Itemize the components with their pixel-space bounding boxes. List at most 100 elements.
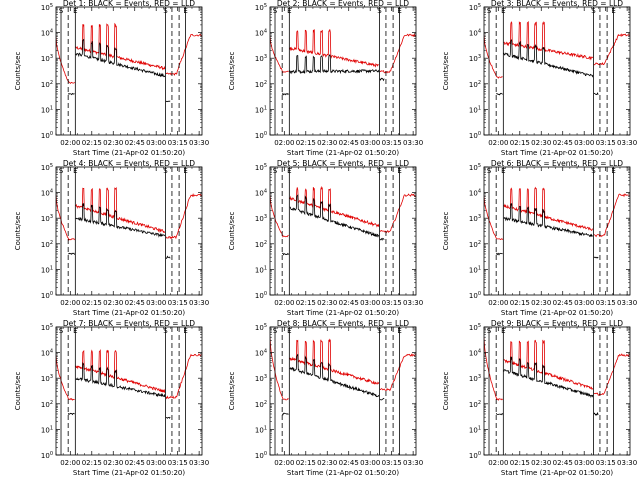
panel-title: Det 4: BLACK = Events, RED = LLD — [63, 159, 195, 168]
y-tick-label: 104 — [41, 29, 53, 38]
time-marker-label: E — [397, 167, 401, 175]
y-tick-label: 102 — [41, 240, 53, 249]
detector-panel: Det 5: BLACK = Events, RED = LLD Counts/s… — [228, 159, 423, 317]
x-tick-label: 02:45 — [339, 459, 359, 467]
y-tick-label: 102 — [41, 400, 53, 409]
y-axis-label: Counts/sec — [228, 212, 236, 251]
y-tick-label: 101 — [469, 105, 481, 114]
y-tick-label: 105 — [41, 163, 53, 172]
x-tick-label: 02:45 — [339, 299, 359, 307]
x-tick-label: 03:00 — [574, 299, 594, 307]
series-lld-line — [484, 186, 630, 241]
y-tick-label: 101 — [469, 265, 481, 274]
x-tick-label: 02:00 — [488, 299, 508, 307]
x-tick-label: 03:30 — [403, 459, 423, 467]
x-tick-label: 03:00 — [360, 459, 380, 467]
x-tick-label: 03:15 — [168, 299, 188, 307]
time-marker-label: E — [501, 167, 505, 175]
x-tick-label: 02:15 — [296, 299, 316, 307]
y-tick-label: 105 — [469, 323, 481, 332]
time-marker-label: E — [611, 327, 615, 335]
axes-frame — [483, 166, 631, 296]
series-events-line — [67, 362, 171, 419]
x-tick-label: 03:15 — [596, 299, 616, 307]
plot-area — [270, 336, 416, 416]
y-tick-label: 100 — [255, 451, 267, 460]
time-marker-label: S — [487, 7, 492, 15]
y-axis-label: Counts/sec — [14, 52, 22, 91]
x-tick-label: 02:30 — [103, 459, 123, 467]
y-tick-label: 102 — [255, 240, 267, 249]
y-tick-label: 105 — [469, 3, 481, 12]
y-tick-label: 101 — [255, 425, 267, 434]
detector-panel: Det 2: BLACK = Events, RED = LLD Counts/s… — [228, 0, 423, 157]
x-tick-label: 02:45 — [125, 299, 145, 307]
y-tick-label: 101 — [469, 425, 481, 434]
axes-frame — [483, 6, 631, 136]
series-events-line — [496, 39, 599, 96]
time-marker-label: S — [273, 327, 278, 335]
y-tick-label: 100 — [41, 131, 53, 140]
panel-title: Det 1: BLACK = Events, RED = LLD — [63, 0, 195, 8]
x-tick-label: 02:00 — [274, 299, 294, 307]
y-tick-label: 105 — [41, 323, 53, 332]
x-axis-label: Start Time (21-Apr-02 01:50:20) — [287, 469, 399, 477]
x-tick-label: 03:30 — [617, 139, 637, 147]
detector-panel: Det 6: BLACK = Events, RED = LLD Counts/s… — [442, 159, 637, 317]
time-marker-label: E — [287, 167, 291, 175]
y-axis-label: Counts/sec — [442, 52, 450, 91]
time-marker-label: E — [73, 327, 77, 335]
time-marker-label: E — [287, 327, 291, 335]
plot-area — [56, 349, 202, 419]
plot-area — [270, 185, 416, 256]
y-tick-label: 102 — [469, 80, 481, 89]
y-tick-label: 103 — [41, 374, 53, 383]
y-tick-label: 101 — [255, 265, 267, 274]
y-tick-label: 103 — [255, 214, 267, 223]
y-tick-label: 104 — [41, 189, 53, 198]
time-marker-label: S — [487, 327, 492, 335]
x-tick-label: 03:30 — [617, 459, 637, 467]
y-tick-label: 101 — [41, 105, 53, 114]
y-tick-label: 104 — [469, 189, 481, 198]
axes-frame — [55, 166, 203, 296]
panel-title: Det 6: BLACK = Events, RED = LLD — [491, 159, 623, 168]
panel-title: Det 8: BLACK = Events, RED = LLD — [277, 319, 409, 328]
y-tick-label: 100 — [41, 451, 53, 460]
y-tick-label: 104 — [469, 349, 481, 358]
x-tick-label: 03:30 — [189, 299, 209, 307]
time-marker-label: E — [611, 7, 615, 15]
x-axis-label: Start Time (21-Apr-02 01:50:20) — [501, 469, 613, 477]
series-events-line — [68, 203, 171, 259]
x-tick-label: 02:15 — [510, 299, 530, 307]
y-tick-label: 103 — [469, 374, 481, 383]
x-tick-label: 02:00 — [60, 139, 80, 147]
y-axis-label: Counts/sec — [14, 372, 22, 411]
time-marker-label: S — [377, 167, 382, 175]
series-lld-line — [56, 186, 202, 241]
panel-title: Det 5: BLACK = Events, RED = LLD — [277, 159, 409, 168]
detector-panel: Det 4: BLACK = Events, RED = LLD Counts/s… — [14, 159, 209, 317]
y-tick-label: 103 — [255, 374, 267, 383]
x-tick-label: 03:15 — [382, 299, 402, 307]
detector-panel: Det 7: BLACK = Events, RED = LLD Counts/s… — [14, 319, 209, 477]
y-tick-label: 104 — [255, 189, 267, 198]
x-tick-label: 02:45 — [553, 459, 573, 467]
detector-panel: Det 1: BLACK = Events, RED = LLD Counts/s… — [14, 0, 209, 157]
y-tick-label: 101 — [41, 265, 53, 274]
time-marker-label: S — [59, 167, 64, 175]
x-tick-label: 03:15 — [596, 139, 616, 147]
y-tick-label: 100 — [255, 291, 267, 300]
y-tick-label: 102 — [255, 400, 267, 409]
plot-area — [56, 186, 202, 259]
y-tick-label: 100 — [41, 291, 53, 300]
time-marker-label: S — [591, 327, 596, 335]
y-tick-label: 104 — [255, 349, 267, 358]
x-tick-label: 03:30 — [403, 139, 423, 147]
x-axis-label: Start Time (21-Apr-02 01:50:20) — [73, 149, 185, 157]
x-axis-label: Start Time (21-Apr-02 01:50:20) — [501, 309, 613, 317]
y-tick-label: 105 — [255, 3, 267, 12]
x-tick-label: 02:45 — [125, 459, 145, 467]
time-marker-label: S — [163, 327, 168, 335]
